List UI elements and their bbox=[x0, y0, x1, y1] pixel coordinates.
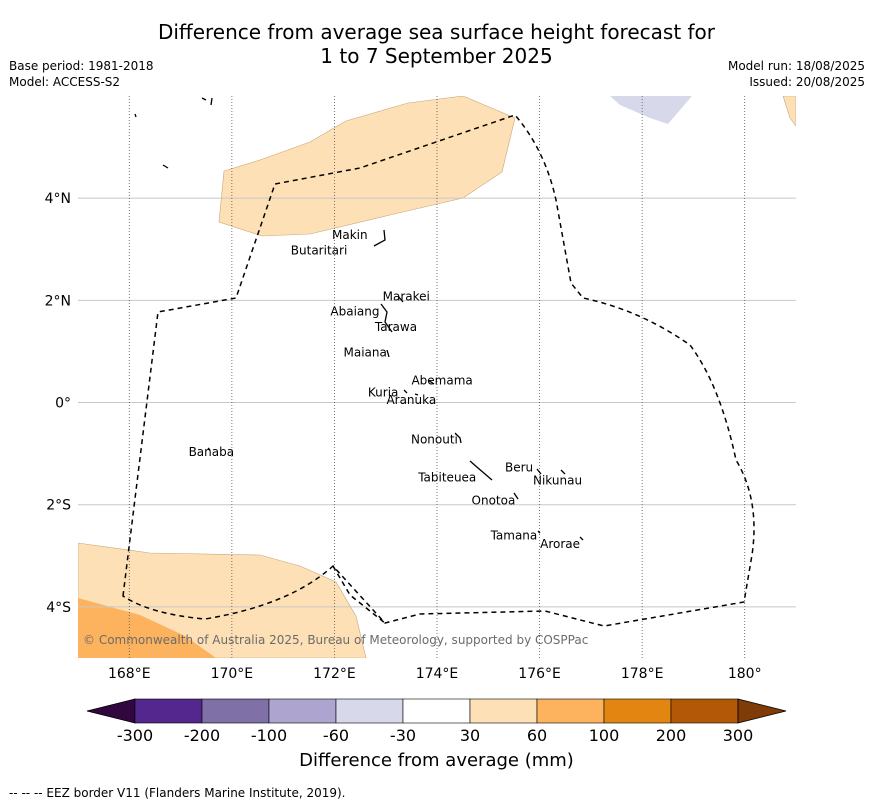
longitude-tick-label: 170°E bbox=[211, 666, 254, 682]
colorbar-tick-label: -200 bbox=[184, 726, 220, 745]
longitude-tick-label: 174°E bbox=[416, 666, 459, 682]
copyright-notice: © Commonwealth of Australia 2025, Bureau… bbox=[83, 633, 588, 647]
maiana-coast bbox=[386, 349, 390, 358]
title-line-2: 1 to 7 September 2025 bbox=[320, 44, 553, 68]
colorbar-title: Difference from average (mm) bbox=[299, 750, 574, 771]
model-run: Model run: 18/08/2025 bbox=[727, 59, 865, 73]
colorbar-segment bbox=[469, 698, 538, 724]
coastline-west bbox=[162, 164, 169, 169]
positive-anomaly-region-east bbox=[782, 96, 796, 127]
place-label: Marakei bbox=[383, 289, 430, 303]
colorbar-segment bbox=[670, 698, 739, 724]
negative-anomaly-region bbox=[610, 96, 692, 124]
issued-date: Issued: 20/08/2025 bbox=[749, 75, 865, 89]
colorbar-extension-low bbox=[86, 698, 136, 724]
colorbar-tick-label: -30 bbox=[390, 726, 416, 745]
metadata-left: Base period: 1981-2018 Model: ACCESS-S2 bbox=[9, 58, 154, 90]
place-label: Butaritari bbox=[291, 243, 348, 257]
place-label: Abemama bbox=[411, 374, 472, 388]
onotoa-coast bbox=[513, 492, 519, 500]
place-label: Arorae bbox=[540, 537, 580, 551]
place-label: Kuria bbox=[368, 385, 399, 399]
beru-nikunau-coast bbox=[536, 468, 566, 475]
model-name: Model: ACCESS-S2 bbox=[9, 75, 121, 89]
colorbar-tick-label: 60 bbox=[527, 726, 547, 745]
title-line-1: Difference from average sea surface heig… bbox=[157, 20, 716, 44]
longitude-tick-labels: 168°E 170°E 172°E 174°E 176°E 178°E 180° bbox=[108, 666, 762, 682]
place-label: Nikunau bbox=[533, 473, 582, 487]
colorbar-segment bbox=[603, 698, 672, 724]
colorbar-segment bbox=[134, 698, 203, 724]
place-label: Banaba bbox=[189, 445, 235, 459]
base-period: Base period: 1981-2018 bbox=[9, 59, 154, 73]
place-label: Makin bbox=[332, 228, 368, 242]
place-label: Beru bbox=[505, 461, 533, 475]
abaiang-tarawa-coast bbox=[380, 303, 393, 333]
colorbar-tick-label: 30 bbox=[460, 726, 480, 745]
marakei-coast bbox=[397, 295, 404, 303]
colorbar-segment bbox=[268, 698, 337, 724]
place-label: Abaiang bbox=[330, 305, 379, 319]
eez-border bbox=[122, 114, 755, 627]
abemama-coast bbox=[427, 379, 435, 385]
colorbar-segment bbox=[201, 698, 270, 724]
latitude-tick-label: 4°S bbox=[46, 600, 71, 616]
place-label: Aranuka bbox=[386, 393, 436, 407]
map-title: Difference from average sea surface heig… bbox=[0, 20, 873, 68]
coastline-northwest bbox=[134, 113, 137, 118]
longitude-tick-label: 180° bbox=[728, 666, 762, 682]
longitude-tick-label: 178°E bbox=[621, 666, 664, 682]
latitude-tick-label: 0° bbox=[55, 396, 71, 412]
strong-positive-anomaly-region bbox=[78, 598, 216, 658]
island-coastlines bbox=[134, 97, 584, 541]
colorbar-segment bbox=[402, 698, 471, 724]
colorbar bbox=[86, 698, 787, 724]
eez-border-segment bbox=[332, 565, 386, 624]
tabiteuea-coast bbox=[469, 460, 493, 481]
place-label: Tabiteuea bbox=[417, 471, 476, 485]
makin-butaritari-coast bbox=[373, 229, 386, 247]
latitude-tick-label: 2°N bbox=[45, 293, 71, 309]
banaba-coast bbox=[207, 447, 211, 451]
eez-footnote: -- -- -- EEZ border V11 (Flanders Marine… bbox=[9, 786, 346, 800]
nonouti-coast bbox=[454, 432, 462, 444]
place-label: Nonouti bbox=[411, 432, 458, 446]
longitude-gridlines bbox=[128, 96, 746, 658]
latitude-tick-label: 4°N bbox=[45, 191, 71, 207]
colorbar-segment bbox=[335, 698, 404, 724]
metadata-right: Model run: 18/08/2025 Issued: 20/08/2025 bbox=[728, 58, 865, 90]
colorbar-tick-label: 200 bbox=[656, 726, 687, 745]
place-label: Tarawa bbox=[374, 320, 417, 334]
colorbar-tick-label: -100 bbox=[251, 726, 287, 745]
colorbar-extension-high bbox=[737, 698, 787, 724]
place-label: Maiana bbox=[344, 346, 387, 360]
colorbar-tick-label: 300 bbox=[723, 726, 754, 745]
colorbar-tick-label: -60 bbox=[323, 726, 349, 745]
coastline-north bbox=[201, 97, 213, 106]
colorbar-tick-labels: -300 -200 -100 -60 -30 30 60 100 200 300 bbox=[117, 726, 753, 745]
latitude-tick-labels: 4°N 2°N 0° 2°S 4°S bbox=[45, 191, 72, 616]
place-label: Onotoa bbox=[472, 494, 516, 508]
kuria-aranuka-coast bbox=[403, 389, 419, 396]
longitude-tick-label: 172°E bbox=[313, 666, 356, 682]
longitude-tick-label: 168°E bbox=[108, 666, 151, 682]
place-label: Tamana bbox=[490, 528, 538, 542]
latitude-tick-label: 2°S bbox=[46, 498, 71, 514]
tamana-arorae-coast bbox=[537, 530, 584, 541]
longitude-tick-label: 176°E bbox=[518, 666, 561, 682]
colorbar-tick-label: 100 bbox=[589, 726, 620, 745]
colorbar-segment bbox=[536, 698, 605, 724]
colorbar-tick-label: -300 bbox=[117, 726, 153, 745]
